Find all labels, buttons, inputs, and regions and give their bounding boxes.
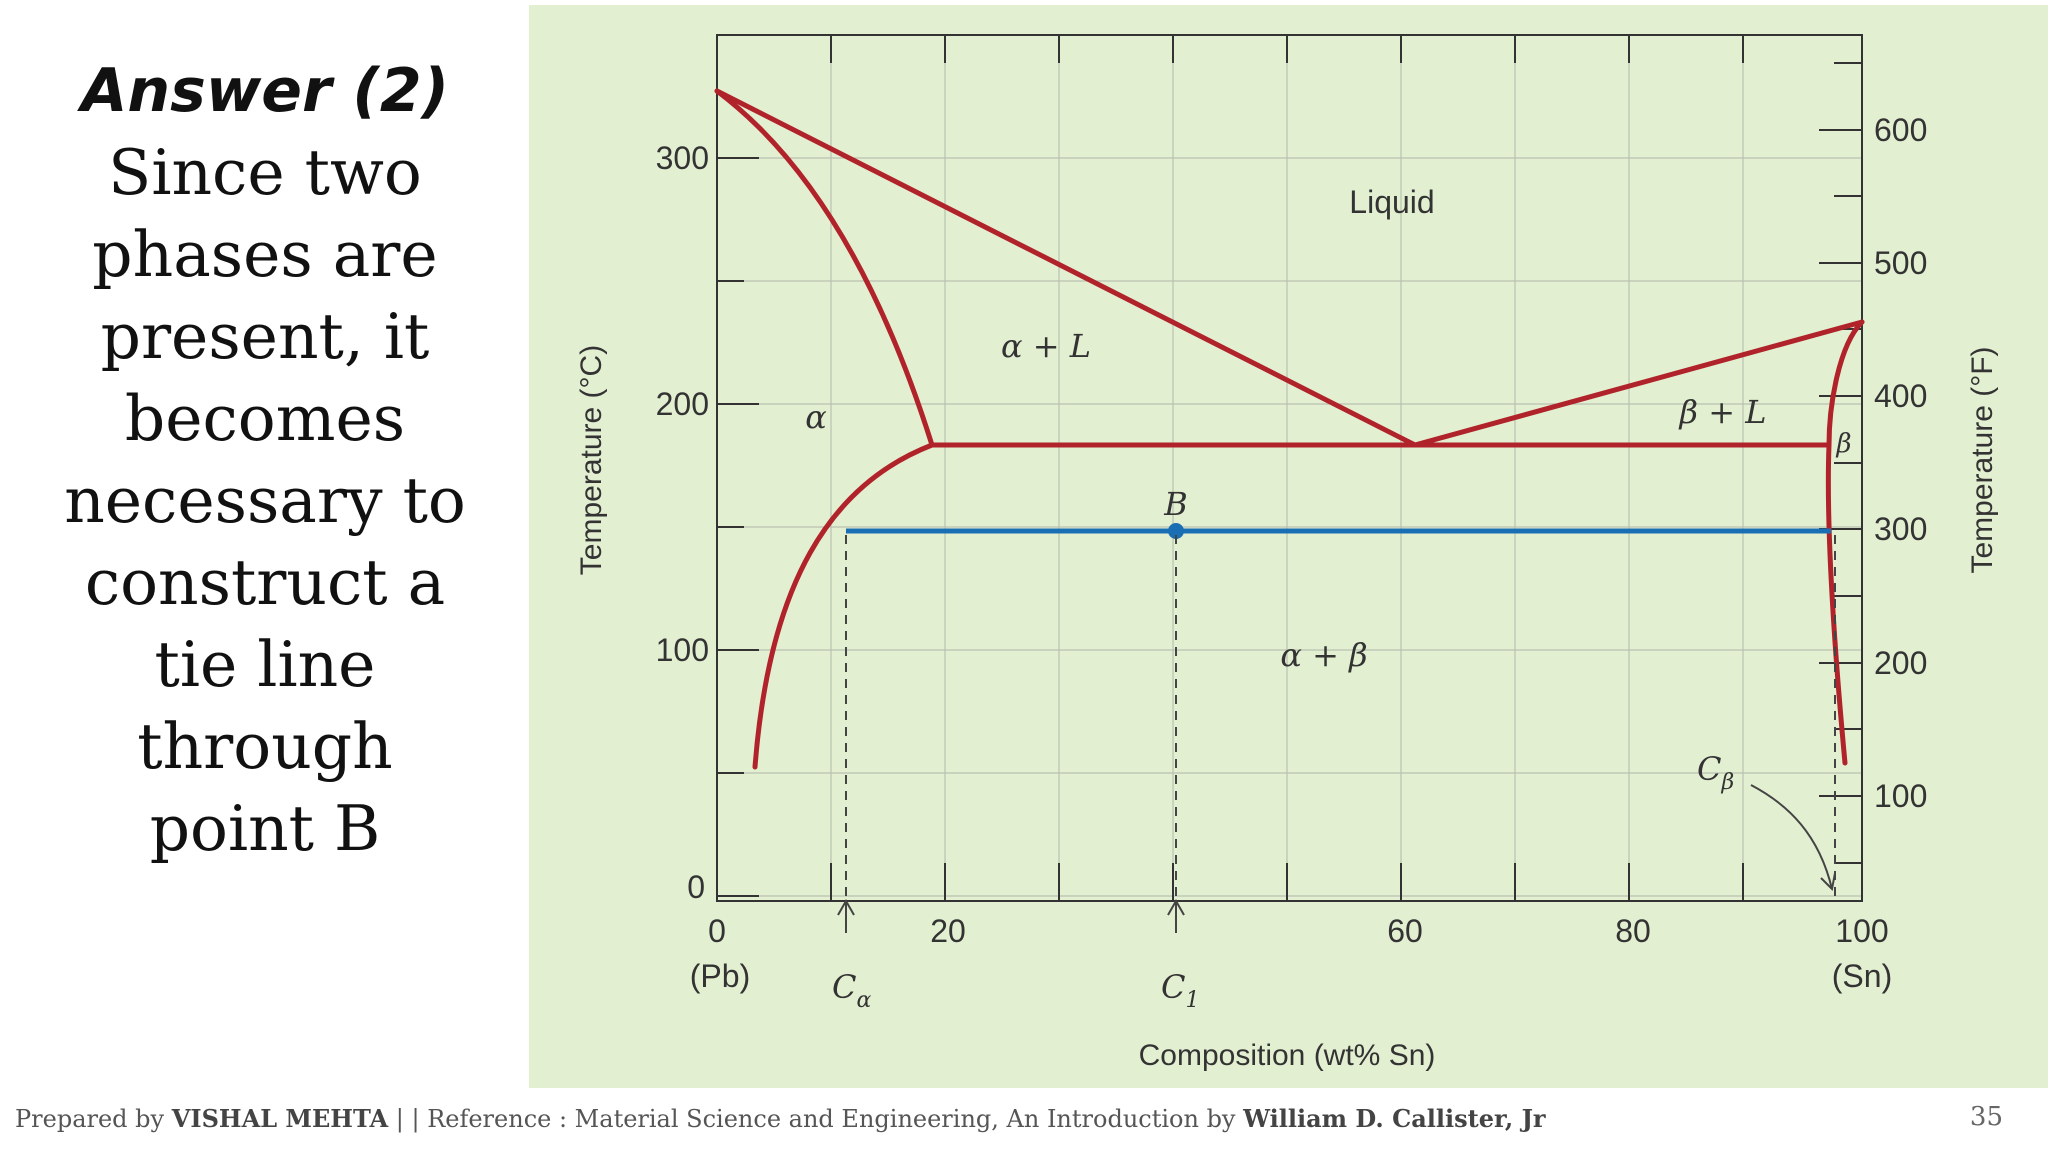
tie-line-group [846,523,1831,539]
plot-frame [716,34,1863,902]
region-label-liquid: Liquid [1349,184,1434,220]
footer-book-author: William D. Callister, Jr [1243,1104,1546,1133]
right-tick-label: 400 [1874,378,1927,414]
c-alpha-subscript: α [856,988,871,1013]
x-tick-label: 100 [1835,913,1888,949]
answer-line: tie line [154,628,376,701]
answer-line: phases are [92,218,438,291]
left-tick-label: 0 [687,869,705,905]
left-tick-label: 300 [656,140,709,176]
footer-prefix: Prepared by [15,1105,172,1133]
c-1-letter: C [1161,968,1185,1006]
right-tick-label: 500 [1874,245,1927,281]
phase-diagram: 0 100 200 300 100 200 300 400 500 600 0 … [575,34,1999,1072]
x-end-label-sn: (Sn) [1832,958,1892,994]
right-tick-labels: 100 200 300 400 500 600 [1874,112,1927,814]
bottom-axis-ticks [830,863,1744,901]
point-b-marker [1168,523,1184,539]
composition-labels: Cα C1 Cβ [832,750,1734,1013]
region-label-beta: β [1835,429,1851,459]
region-label-alpha: α [805,398,827,436]
footer-reference: | | Reference : Material Science and Eng… [388,1105,1244,1133]
x-axis-title: Composition (wt% Sn) [1139,1039,1436,1072]
composition-dashed-lines [845,535,1836,896]
answer-text-block: Answer (2) Since two phases are present,… [20,50,510,870]
left-tick-labels: 0 100 200 300 [656,140,709,905]
c-beta-label: Cβ [1697,750,1734,795]
x-tick-label: 0 [708,913,726,949]
c-beta-letter: C [1697,750,1721,788]
c-1-label: C1 [1161,968,1199,1013]
phase-diagram-panel: 0 100 200 300 100 200 300 400 500 600 0 … [529,5,2048,1088]
x-tick-label: 60 [1387,913,1423,949]
liquidus-right [1412,319,1865,448]
answer-line: point B [149,792,381,865]
solvus-right [1825,442,1848,766]
phase-boundaries [714,88,1865,770]
solidus-right [1826,319,1865,448]
right-tick-label: 300 [1874,511,1927,547]
region-label-alpha-liquid: α + L [1001,327,1091,365]
right-tick-label: 100 [1874,778,1927,814]
x-tick-label: 20 [930,913,966,949]
region-label-alpha-beta: α + β [1280,636,1367,674]
answer-title: Answer (2) [80,56,450,126]
left-tick-label: 100 [656,632,709,668]
answer-line: present, it [100,300,430,373]
answer-line: Since two [108,136,422,209]
top-axis-ticks [830,35,1744,63]
region-labels: Liquid α + L α β + L β α + β B [805,184,1851,674]
left-axis-title: Temperature (°C) [575,345,608,575]
right-tick-label: 600 [1874,112,1927,148]
footer-credit: Prepared by VISHAL MEHTA | | Reference :… [15,1104,2015,1134]
x-tick-labels: 0 20 60 80 100 (Pb) (Sn) [690,913,1892,994]
region-label-beta-liquid: β + L [1679,393,1767,431]
page-number: 35 [1969,1102,2003,1132]
left-tick-label: 200 [656,386,709,422]
answer-line: becomes [124,382,406,455]
answer-line: necessary to [64,464,466,537]
answer-line: construct a [84,546,446,619]
x-tick-label: 80 [1615,913,1651,949]
x-end-label-pb: (Pb) [690,958,750,994]
answer-line: through [137,710,393,783]
point-b-label: B [1163,485,1188,523]
footer-author: VISHAL MEHTA [171,1104,389,1133]
right-tick-label: 200 [1874,645,1927,681]
c-beta-subscript: β [1720,770,1734,795]
c-alpha-label: Cα [832,968,871,1013]
liquidus-left [714,88,1418,448]
c-1-subscript: 1 [1185,988,1199,1013]
composition-arrows [837,784,1836,933]
right-axis-title: Temperature (°F) [1966,346,1999,573]
c-alpha-letter: C [832,968,856,1006]
right-axis-ticks [1819,62,1862,864]
left-axis-ticks [717,34,759,897]
solvus-left [752,442,935,770]
solidus-left [714,88,935,448]
